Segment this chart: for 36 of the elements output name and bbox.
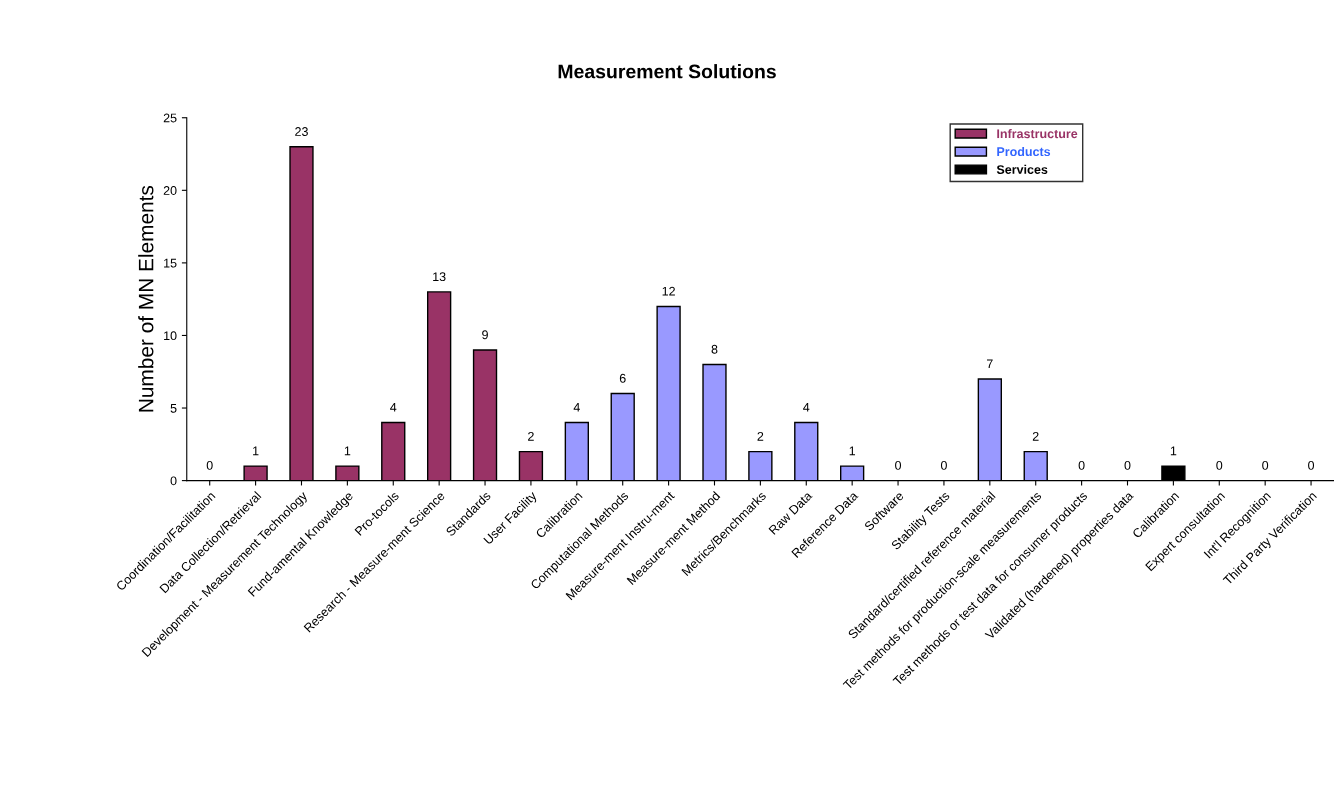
data-label: 8 [711, 344, 718, 354]
legend-label: Infrastructure [997, 129, 1078, 139]
data-label: 0 [1262, 460, 1269, 470]
data-label: 0 [1124, 460, 1131, 470]
data-label: 2 [528, 431, 534, 441]
data-label: 0 [1308, 460, 1315, 470]
data-label: 23 [295, 127, 308, 136]
y-tick-label: 10 [164, 331, 177, 341]
data-label: 0 [895, 460, 902, 470]
y-tick-label: 5 [170, 403, 177, 413]
data-label: 0 [940, 460, 947, 470]
data-label: 13 [433, 272, 446, 282]
y-axis-title: Number of MN Elements [138, 185, 154, 412]
data-label: 1 [253, 446, 259, 456]
data-label: 1 [849, 446, 856, 456]
data-label: 1 [1170, 446, 1177, 456]
y-tick-label: 15 [164, 258, 177, 268]
legend-label: Products [997, 146, 1051, 157]
chart-title: Measurement Solutions [558, 64, 776, 79]
data-label: 4 [390, 403, 397, 412]
data-label: 9 [482, 330, 488, 340]
legend-label: Services [996, 164, 1048, 174]
data-label: 2 [757, 431, 764, 441]
data-label: 0 [1078, 460, 1085, 470]
data-label: 7 [986, 359, 993, 369]
data-label: 4 [803, 403, 810, 412]
data-label: 1 [344, 446, 351, 456]
data-label: 4 [573, 403, 580, 412]
data-label: 6 [619, 373, 626, 383]
data-label: 2 [1032, 431, 1039, 441]
data-label: 12 [662, 286, 675, 296]
data-label: 0 [206, 460, 213, 470]
data-label: 0 [1216, 460, 1223, 470]
y-tick-label: 25 [163, 113, 177, 123]
y-tick-label: 20 [163, 186, 177, 195]
y-tick-label: 0 [170, 476, 177, 486]
